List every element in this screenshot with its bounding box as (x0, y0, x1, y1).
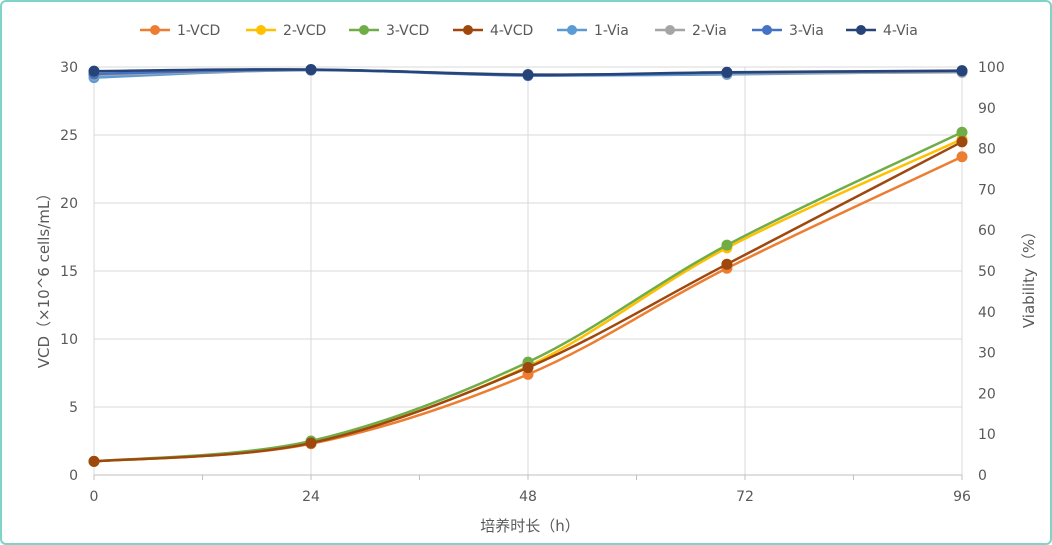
legend-marker-3-vcd (359, 25, 369, 35)
y-axis-right-label: Viability（%） (1020, 224, 1038, 328)
y-right-tick-label: 40 (978, 305, 996, 321)
legend-label-1-vcd: 1-VCD (177, 23, 220, 39)
legend-label-2-via: 2-Via (692, 23, 727, 39)
legend: 1-VCD 2-VCD 3-VCD 4-VCD 1-Via 2-Via 3-Via 4-Via (140, 23, 918, 39)
legend-label-3-vcd: 3-VCD (386, 23, 429, 39)
y-right-tick-label: 30 (978, 346, 996, 362)
legend-marker-1-via (567, 25, 577, 35)
y-left-tick-label: 30 (60, 60, 78, 76)
legend-marker-4-via (856, 25, 866, 35)
legend-marker-3-via (762, 25, 772, 35)
legend-marker-1-vcd (150, 25, 160, 35)
y-left-tick-label: 0 (69, 468, 78, 484)
legend-label-2-vcd: 2-VCD (283, 23, 326, 39)
legend-label-1-via: 1-Via (594, 23, 629, 39)
y-axis-left-label: VCD（×10^6 cells/mL） (35, 186, 53, 368)
legend-label-4-via: 4-Via (883, 23, 918, 39)
y-right-tick-label: 10 (978, 427, 996, 443)
legend-label-3-via: 3-Via (789, 23, 824, 39)
y-left-tick-label: 25 (60, 128, 78, 144)
y-right-tick-label: 90 (978, 101, 996, 117)
data-point-4-vcd (305, 437, 317, 449)
y-right-tick-label: 0 (978, 468, 987, 484)
x-tick-label: 24 (302, 489, 320, 505)
data-point-4-via (721, 66, 733, 78)
data-point-4-vcd (956, 136, 968, 148)
data-point-4-via (522, 69, 534, 81)
series-layer (88, 63, 968, 467)
legend-marker-4-vcd (463, 25, 473, 35)
data-point-1-vcd (956, 151, 968, 163)
legend-label-4-vcd: 4-VCD (490, 23, 533, 39)
y-left-tick-label: 15 (60, 264, 78, 280)
x-tick-label: 96 (953, 489, 971, 505)
data-point-4-vcd (721, 258, 733, 270)
x-tick-label: 48 (519, 489, 537, 505)
y-right-tick-label: 70 (978, 182, 996, 198)
x-tick-label: 0 (90, 489, 99, 505)
x-axis-label: 培养时长（h） (480, 517, 580, 535)
data-point-4-via (956, 65, 968, 77)
y-right-tick-label: 100 (978, 60, 1005, 76)
data-point-4-vcd (88, 455, 100, 467)
y-right-tick-label: 50 (978, 264, 996, 280)
y-left-tick-label: 10 (60, 332, 78, 348)
legend-marker-2-vcd (256, 25, 266, 35)
y-left-tick-label: 20 (60, 196, 78, 212)
y-right-tick-label: 20 (978, 386, 996, 402)
y-right-tick-label: 80 (978, 142, 996, 158)
data-point-4-vcd (522, 362, 534, 374)
gridlines (93, 66, 963, 475)
data-point-3-vcd (721, 239, 733, 251)
y-left-tick-label: 5 (69, 400, 78, 416)
y-right-tick-label: 60 (978, 223, 996, 239)
x-tick-label: 72 (736, 489, 754, 505)
data-point-3-vcd (956, 126, 968, 138)
legend-marker-2-via (665, 25, 675, 35)
data-point-4-via (305, 63, 317, 75)
data-point-4-via (88, 65, 100, 77)
axes: 0 5 10 15 20 25 30 0 10 20 30 40 50 60 70 80 90 100 0 24 48 7… (60, 60, 1005, 505)
